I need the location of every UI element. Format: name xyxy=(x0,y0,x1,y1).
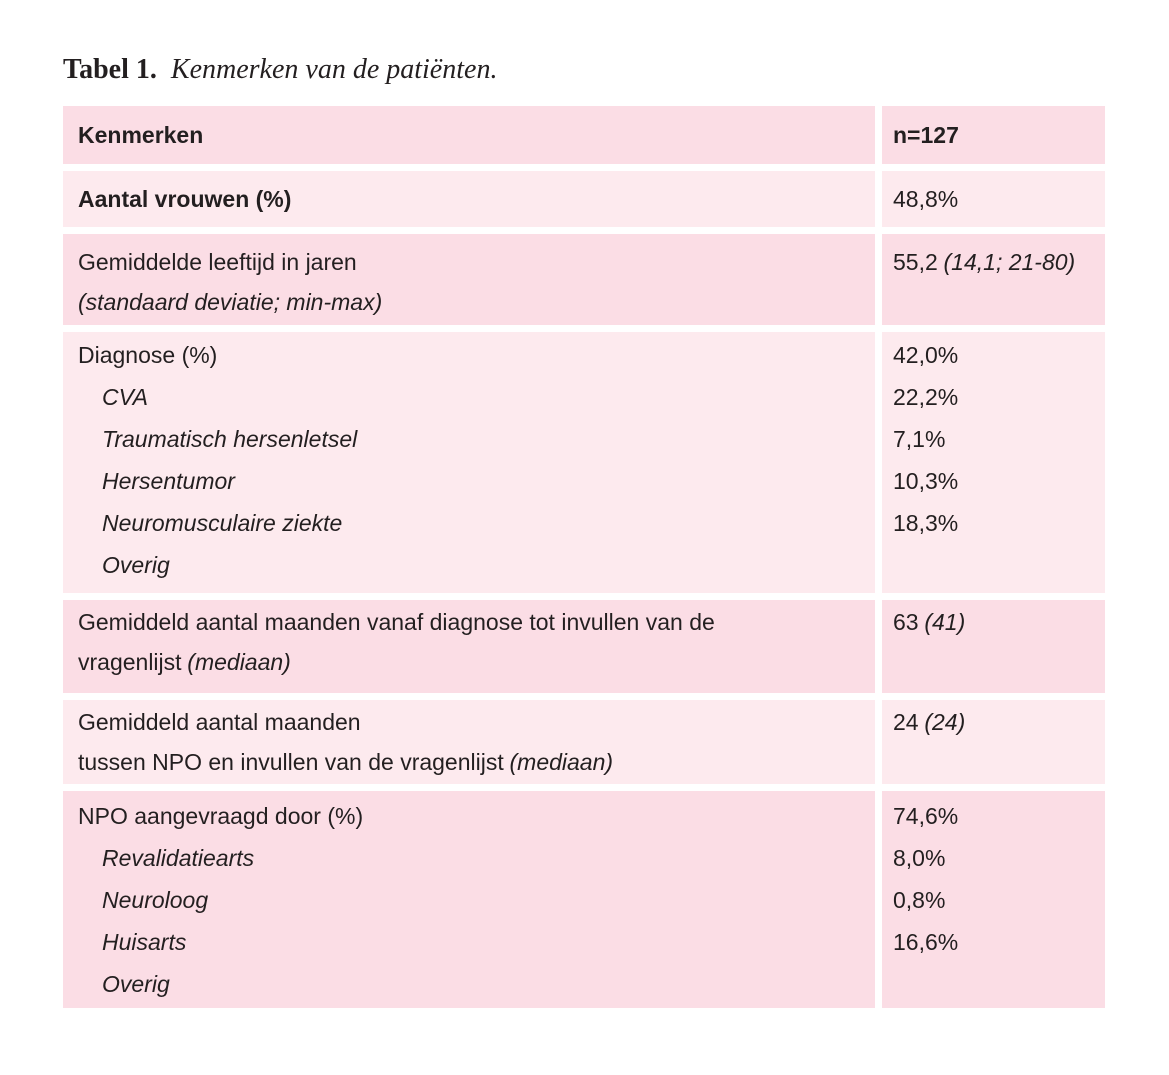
row-value: 24 (24) xyxy=(893,702,1105,742)
row-value-cell: 74,6% 8,0% 0,8% 16,6% xyxy=(882,791,1105,1008)
header-cell-kenmerken: Kenmerken xyxy=(63,106,875,164)
row-label-line2: vragenlijst (mediaan) xyxy=(78,642,875,682)
sub-item-value: 8,0% xyxy=(893,845,946,871)
sub-item-label: Hersentumor xyxy=(102,468,235,494)
table-row-leeftijd: Gemiddelde leeftijd in jaren (standaard … xyxy=(63,234,1105,325)
table-title: Tabel 1. Kenmerken van de patiënten. xyxy=(63,54,497,86)
table-title-label: Tabel 1. xyxy=(63,54,157,85)
row-label-cell: Diagnose (%) CVA Traumatisch hersenletse… xyxy=(63,332,875,593)
row-value-cell: 55,2 (14,1; 21-80) xyxy=(882,234,1105,325)
label-regular: tussen NPO en invullen van de vragenlijs… xyxy=(78,749,504,775)
sub-item-label: Traumatisch hersenletsel xyxy=(102,426,358,452)
row-value-cell: 42,0% 22,2% 7,1% 10,3% 18,3% xyxy=(882,332,1105,593)
row-label-cell: Gemiddelde leeftijd in jaren (standaard … xyxy=(63,234,875,325)
row-value-cell: 63 (41) xyxy=(882,600,1105,693)
row-label-line2: tussen NPO en invullen van de vragenlijs… xyxy=(78,742,875,782)
row-label-cell: Aantal vrouwen (%) xyxy=(63,171,875,227)
sub-item-value: 0,8% xyxy=(893,887,946,913)
sub-item-label: Neuroloog xyxy=(102,887,209,913)
sub-item-value: 22,2% xyxy=(893,384,959,410)
sub-item-value: 16,6% xyxy=(893,929,959,955)
row-label-line2: (standaard deviatie; min-max) xyxy=(78,289,383,315)
row-label: Aantal vrouwen (%) xyxy=(78,186,292,212)
table-header-row: Kenmerken n=127 xyxy=(63,106,1105,164)
group-label: Diagnose (%) xyxy=(78,342,218,368)
value-main: 63 xyxy=(893,609,919,635)
label-note: (mediaan) xyxy=(509,749,614,775)
value-note: (14,1; 21-80) xyxy=(943,249,1076,275)
sub-item-value: 7,1% xyxy=(893,426,946,452)
sub-item-label: Overig xyxy=(102,971,170,997)
sub-item-label: Overig xyxy=(102,552,170,578)
sub-item-value: 74,6% xyxy=(893,803,959,829)
value-main: 24 xyxy=(893,709,919,735)
table-row-npo-aangevraagd: NPO aangevraagd door (%) Revalidatiearts… xyxy=(63,791,1105,1008)
sub-item-label: Huisarts xyxy=(102,929,187,955)
row-value: 55,2 (14,1; 21-80) xyxy=(893,242,1105,282)
header-cell-n: n=127 xyxy=(882,106,1105,164)
column-header-kenmerken: Kenmerken xyxy=(78,122,204,148)
row-label-line1: Gemiddelde leeftijd in jaren xyxy=(78,249,357,275)
value-note: (41) xyxy=(924,609,966,635)
row-label-cell: Gemiddeld aantal maanden vanaf diagnose … xyxy=(63,600,875,693)
row-value-cell: 24 (24) xyxy=(882,700,1105,784)
row-label-line1: Gemiddeld aantal maanden xyxy=(78,709,361,735)
row-label-line1: Gemiddeld aantal maanden vanaf diagnose … xyxy=(78,609,715,635)
value-note: (24) xyxy=(924,709,966,735)
sub-item-value: 42,0% xyxy=(893,342,959,368)
label-note: (mediaan) xyxy=(187,649,291,675)
row-label-cell: Gemiddeld aantal maanden tussen NPO en i… xyxy=(63,700,875,784)
table-title-caption: Kenmerken van de patiënten. xyxy=(170,54,498,85)
row-value: 63 (41) xyxy=(893,602,1105,642)
group-label: NPO aangevraagd door (%) xyxy=(78,803,364,829)
table-row-maanden-npo: Gemiddeld aantal maanden tussen NPO en i… xyxy=(63,700,1105,784)
label-regular: vragenlijst xyxy=(78,649,182,675)
sub-item-label: CVA xyxy=(102,384,149,410)
row-value: 48,8% xyxy=(893,186,959,212)
value-main: 55,2 xyxy=(893,249,938,275)
sub-item-value: 10,3% xyxy=(893,468,959,494)
table-row-diagnose: Diagnose (%) CVA Traumatisch hersenletse… xyxy=(63,332,1105,593)
row-label-cell: NPO aangevraagd door (%) Revalidatiearts… xyxy=(63,791,875,1008)
column-header-n: n=127 xyxy=(893,122,959,148)
row-value-cell: 48,8% xyxy=(882,171,1105,227)
sub-item-value: 18,3% xyxy=(893,510,959,536)
table-row-maanden-diagnose: Gemiddeld aantal maanden vanaf diagnose … xyxy=(63,600,1105,693)
sub-item-label: Neuromusculaire ziekte xyxy=(102,510,343,536)
sub-item-label: Revalidatiearts xyxy=(102,845,255,871)
table-row-aantal-vrouwen: Aantal vrouwen (%) 48,8% xyxy=(63,171,1105,227)
patient-characteristics-table: Kenmerken n=127 Aantal vrouwen (%) 48,8%… xyxy=(63,106,1105,1008)
